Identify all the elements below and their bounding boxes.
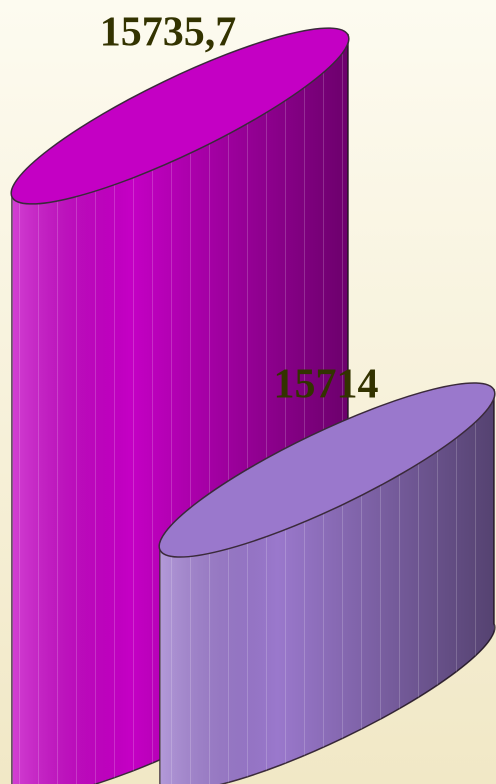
bar-top [158,382,496,558]
bar-stripes [160,390,495,784]
bar-top [10,27,350,205]
value-label: 15735,7 [100,10,237,56]
value-label: 15714 [274,362,379,408]
